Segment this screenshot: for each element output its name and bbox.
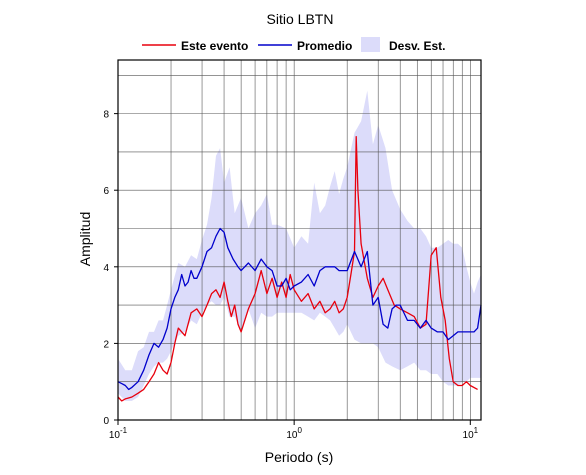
legend-label-promedio: Promedio — [297, 39, 352, 53]
legend-swatch-desv-est — [361, 37, 380, 52]
x-tick-label: 10-1 — [109, 426, 128, 441]
x-axis-label: Periodo (s) — [265, 449, 333, 465]
series-line-promedio — [117, 227, 482, 391]
legend-label-desv-est: Desv. Est. — [389, 39, 445, 53]
legend-label-este-evento: Este evento — [181, 39, 248, 53]
y-axis-label: Amplitud — [77, 212, 93, 266]
y-tick-label: 0 — [103, 416, 109, 427]
legend: Este evento Promedio Desv. Est. — [142, 37, 445, 53]
y-tick-label: 2 — [103, 339, 109, 350]
series-line-este-evento — [117, 135, 478, 402]
plot-frame — [117, 59, 482, 421]
x-tick-label: 100 — [286, 426, 302, 441]
x-tick-label: 101 — [463, 426, 479, 441]
chart-title: Sitio LBTN — [267, 11, 334, 27]
series-band-desv-est — [118, 90, 481, 401]
y-tick-label: 8 — [103, 110, 109, 121]
plot-area: 0 2 4 6 8 10-1 100 101 — [103, 59, 482, 441]
y-tick-label: 4 — [103, 263, 109, 274]
y-tick-label: 6 — [103, 186, 109, 197]
